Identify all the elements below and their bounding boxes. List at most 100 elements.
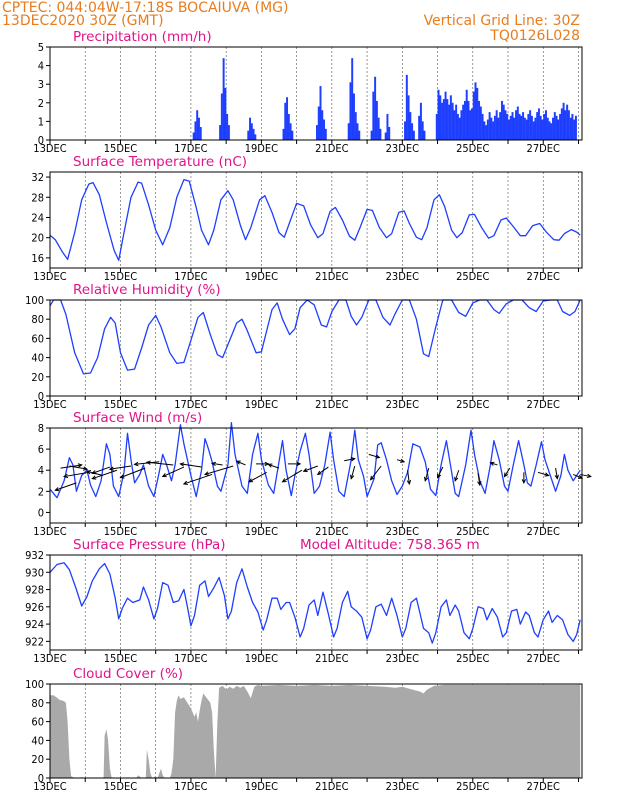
wind-arrow-head <box>424 476 429 482</box>
y-tick-label: 6 <box>38 443 44 456</box>
y-tick-label: 20 <box>31 753 44 766</box>
y-tick-label: 8 <box>38 422 44 435</box>
wind-arrow-shaft <box>370 465 382 481</box>
precip-bar <box>451 102 454 140</box>
wind-arrow <box>210 461 223 467</box>
y-tick-label: 932 <box>25 549 44 562</box>
precip-bar <box>534 117 537 140</box>
precip-bar <box>463 100 466 140</box>
x-tick-label: 27DEC <box>527 142 560 155</box>
precip-bar <box>282 128 285 140</box>
wind-arrow <box>396 458 406 463</box>
precip-bar <box>529 110 532 140</box>
wind-arrow <box>489 461 498 466</box>
y-tick-label: 32 <box>31 171 44 184</box>
panel-title: Cloud Cover (%) <box>73 666 183 682</box>
precip-bar <box>286 97 289 140</box>
precip-bar <box>254 134 257 140</box>
y-tick-label: 924 <box>25 618 44 631</box>
wind-arrow-shaft <box>477 473 481 486</box>
precip-bar <box>478 100 481 140</box>
wind-arrow-shaft <box>350 465 356 479</box>
precip-bar <box>465 89 468 140</box>
precip-bar <box>555 115 558 140</box>
panel-frame <box>49 427 583 524</box>
y-tick-label: 4 <box>38 60 44 73</box>
header-grid-note: Vertical Grid Line: 30Z <box>424 13 580 29</box>
wind-arrow-head <box>248 478 254 483</box>
wind-arrow <box>424 467 430 482</box>
x-tick-label: 15DEC <box>104 525 137 538</box>
x-tick-label: 27DEC <box>527 525 560 538</box>
wind-arrow <box>537 471 550 477</box>
x-tick-label: 21DEC <box>315 270 348 283</box>
x-tick-label: 17DEC <box>174 652 207 665</box>
precip-bar <box>284 102 287 140</box>
precip-bar <box>530 115 533 140</box>
precip-bar <box>518 113 521 140</box>
wind-arrow-head <box>203 471 210 476</box>
precip-bar <box>354 112 357 140</box>
wind-arrow <box>69 465 89 471</box>
y-tick-label: 926 <box>25 601 44 614</box>
precip-bar <box>562 102 565 140</box>
x-tick-label: 25DEC <box>456 142 489 155</box>
precip-bar <box>250 123 253 140</box>
precip-bar <box>196 110 199 140</box>
precip-bar <box>490 117 493 140</box>
wind-arrow <box>91 469 118 480</box>
wind-arrow-shaft <box>504 467 511 477</box>
wind-arrow <box>454 470 460 482</box>
x-tick-label: 25DEC <box>456 652 489 665</box>
precip-bar <box>437 89 440 140</box>
y-tick-label: 0 <box>38 772 44 785</box>
wind-arrow <box>554 468 559 480</box>
x-tick-label: 27DEC <box>527 270 560 283</box>
precip-bar <box>469 110 472 140</box>
wind-arrow <box>179 462 202 468</box>
wind-arrow-head <box>350 457 356 462</box>
y-tick-label: 922 <box>25 635 44 648</box>
precip-bar <box>448 104 451 140</box>
wind-arrow-head <box>179 462 185 467</box>
precip-bar <box>462 104 465 140</box>
wind-arrow <box>161 466 185 478</box>
precip-bar <box>573 119 576 140</box>
precip-bar <box>446 99 449 140</box>
precip-bar <box>525 119 528 140</box>
precip-bar <box>511 112 514 140</box>
wind-arrow-shaft <box>537 471 549 476</box>
wind-arrow-head <box>91 470 97 475</box>
wind-arrow-shaft <box>490 462 498 466</box>
wind-arrow-shaft <box>268 463 280 469</box>
precip-bar <box>513 117 516 140</box>
wind-arrow <box>203 465 234 476</box>
wind-arrow-head <box>437 473 442 479</box>
x-tick-label: 27DEC <box>527 780 560 793</box>
precip-bar <box>506 113 509 140</box>
y-tick-label: 60 <box>31 716 44 729</box>
y-tick-label: 3 <box>38 78 44 91</box>
precip-bar <box>483 121 486 140</box>
precip-bar <box>199 126 202 140</box>
x-tick-label: 21DEC <box>315 780 348 793</box>
y-tick-label: 80 <box>31 697 44 710</box>
wind-arrow-head <box>400 458 406 463</box>
wind-arrow-head <box>521 479 527 485</box>
header-date: 13DEC2020 30Z (GMT) <box>2 13 164 29</box>
y-tick-label: 20 <box>31 232 44 245</box>
precip-bar <box>222 58 225 140</box>
x-tick-label: 27DEC <box>527 398 560 411</box>
precip-bar <box>197 117 200 140</box>
wind-arrow-shaft <box>344 458 355 462</box>
precip-bar <box>571 113 574 140</box>
precip-bar <box>509 115 512 140</box>
wind-arrow-shaft <box>211 462 223 466</box>
wind-arrow <box>521 472 527 485</box>
precip-bar <box>541 119 544 140</box>
precip-bar <box>557 119 560 140</box>
wind-arrow <box>302 465 318 473</box>
precip-bar <box>495 110 498 140</box>
wind-arrow-shaft <box>396 459 405 463</box>
precip-bar <box>493 115 496 140</box>
